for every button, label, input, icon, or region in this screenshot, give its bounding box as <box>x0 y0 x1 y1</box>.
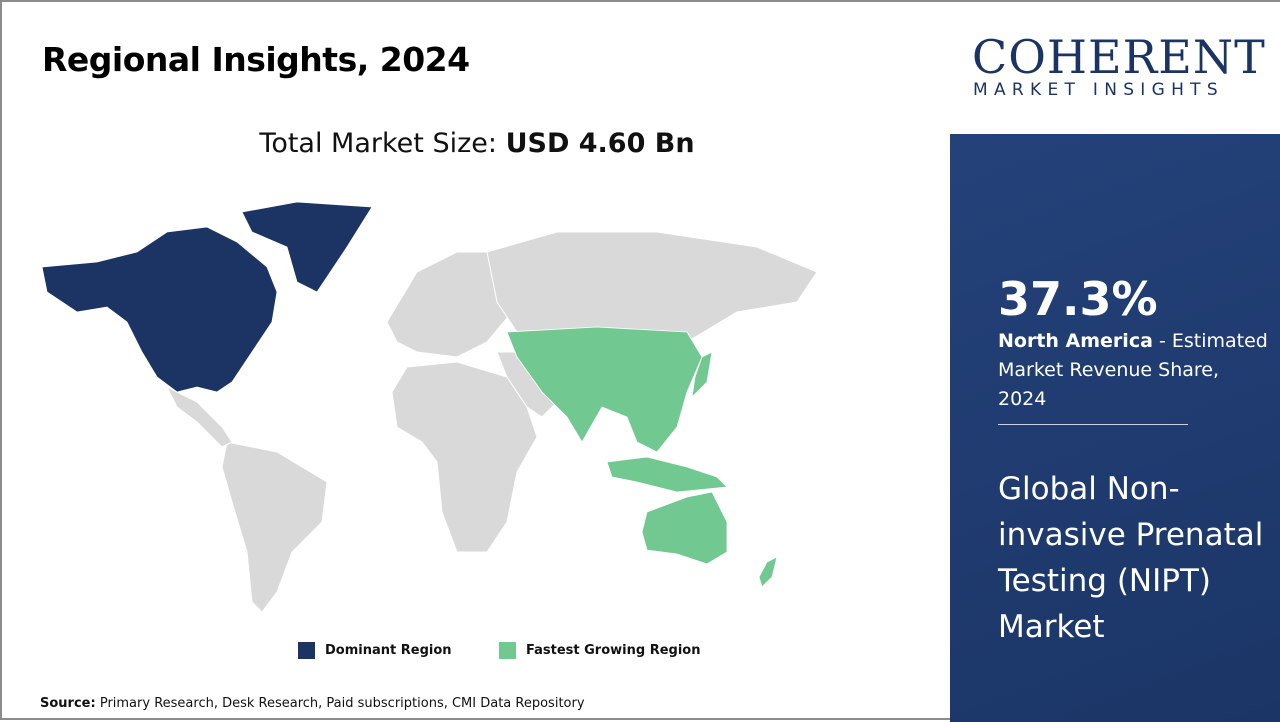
source-note: Source: Primary Research, Desk Research,… <box>40 696 585 711</box>
legend-swatch-fastest <box>499 642 516 659</box>
market-size-value: USD 4.60 Bn <box>505 128 695 159</box>
logo: COHERENT MARKET INSIGHTS <box>952 2 1280 134</box>
source-label: Source: <box>40 696 96 711</box>
legend-label: Fastest Growing Region <box>526 643 701 658</box>
map-australia <box>641 491 728 565</box>
total-market-size: Total Market Size: USD 4.60 Bn <box>2 128 952 159</box>
map-south-america <box>221 441 328 613</box>
logo-tagline: MARKET INSIGHTS <box>973 80 1224 100</box>
logo-wordmark: COHERENT <box>972 30 1266 84</box>
legend-dominant: Dominant Region <box>298 642 452 659</box>
map-greenland <box>241 201 373 293</box>
map-japan <box>691 351 713 399</box>
region-name: North America <box>998 330 1153 352</box>
map-asia <box>506 326 703 453</box>
legend-fastest: Fastest Growing Region <box>499 642 700 659</box>
legend-swatch-dominant <box>298 642 315 659</box>
map-africa <box>391 361 538 553</box>
page-title: Regional Insights, 2024 <box>42 40 470 79</box>
insight-panel: 37.3% North America - Estimated Market R… <box>950 134 1280 722</box>
divider <box>998 424 1188 425</box>
legend-label: Dominant Region <box>325 643 452 658</box>
map-europe <box>386 251 513 358</box>
share-description: North America - Estimated Market Revenue… <box>998 327 1268 414</box>
market-size-label: Total Market Size: <box>259 128 497 159</box>
map-indonesia <box>606 456 728 493</box>
world-map <box>41 201 818 613</box>
share-desc-text: - Estimated Market Revenue Share, 2024 <box>998 330 1268 410</box>
market-name: Global Non-invasive Prenatal Testing (NI… <box>998 471 1264 645</box>
share-value: 37.3% <box>998 272 1158 326</box>
map-central-america <box>165 385 233 448</box>
map-north-america <box>41 226 278 393</box>
source-text: Primary Research, Desk Research, Paid su… <box>99 696 585 711</box>
map-russia <box>486 231 818 343</box>
map-new-zealand <box>758 556 778 588</box>
